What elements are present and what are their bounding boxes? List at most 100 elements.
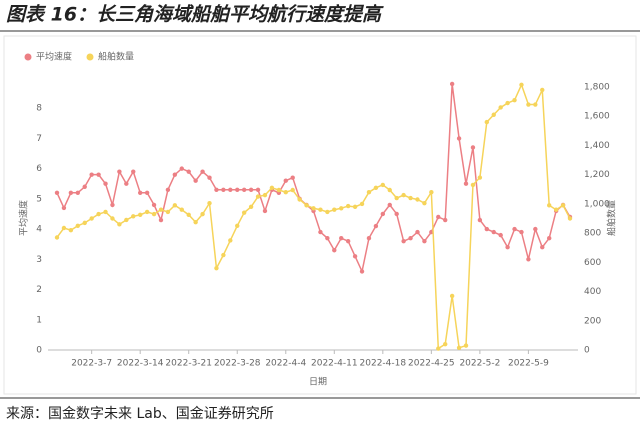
data-point: [394, 211, 399, 217]
y-tick-label: 6: [36, 164, 42, 174]
data-point: [373, 223, 379, 229]
data-point: [463, 343, 469, 348]
data-point: [283, 190, 288, 195]
data-point: [373, 185, 379, 191]
data-point: [228, 187, 233, 192]
x-axis-title: 日期: [309, 377, 327, 388]
legend-marker: [86, 53, 94, 61]
data-point: [103, 181, 108, 186]
data-point: [228, 238, 233, 243]
data-point: [248, 204, 254, 210]
data-point: [117, 169, 122, 174]
data-point: [422, 200, 427, 206]
y2-tick-label: 200: [584, 316, 601, 326]
data-point: [540, 87, 545, 93]
data-point: [345, 238, 351, 244]
y-tick-label: 1: [36, 315, 42, 325]
data-point: [124, 217, 129, 223]
data-point: [137, 190, 143, 196]
data-point: [172, 172, 178, 177]
data-point: [207, 175, 212, 180]
data-point: [214, 265, 219, 271]
data-point: [61, 225, 67, 231]
data-point: [394, 195, 399, 201]
data-point: [339, 235, 344, 241]
data-point: [449, 293, 455, 299]
data-point: [498, 232, 503, 238]
data-point: [491, 229, 496, 235]
data-point: [325, 209, 330, 215]
data-point: [512, 226, 517, 232]
data-point: [290, 187, 295, 193]
x-tick-label: 2022-3-21: [165, 359, 212, 369]
data-point: [75, 190, 80, 196]
data-point: [110, 202, 115, 208]
y2-axis-title: 船舶数量: [606, 200, 618, 236]
data-point: [519, 229, 524, 235]
data-point: [443, 341, 448, 347]
data-point: [144, 190, 150, 196]
y-tick-label: 3: [36, 255, 42, 265]
data-point: [318, 207, 323, 212]
data-point: [193, 178, 198, 183]
data-point: [505, 245, 510, 250]
data-point: [103, 209, 108, 215]
data-point: [82, 220, 87, 226]
data-point: [248, 187, 254, 192]
legend-label: 平均速度: [36, 51, 72, 63]
data-point: [61, 205, 67, 211]
data-point: [366, 235, 372, 241]
data-point: [484, 226, 490, 232]
data-point: [456, 136, 462, 141]
data-point: [352, 254, 358, 259]
data-point: [158, 207, 164, 212]
y-axis-title: 平均速度: [18, 200, 30, 236]
data-point: [131, 169, 136, 174]
data-point: [436, 214, 441, 220]
data-point: [68, 227, 74, 233]
data-point: [124, 181, 129, 186]
data-point: [241, 187, 247, 192]
data-point: [380, 182, 386, 188]
y2-tick-label: 600: [584, 258, 601, 268]
data-point: [352, 204, 358, 210]
data-point: [533, 102, 538, 107]
data-point: [505, 100, 510, 106]
data-point: [276, 187, 282, 193]
data-point: [332, 248, 337, 253]
x-tick-label: 2022-4-18: [360, 359, 407, 369]
x-tick-label: 2022-3-7: [71, 359, 112, 369]
source: 来源：国金数字未来 Lab、国金证券研究所: [6, 406, 274, 422]
data-point: [283, 178, 288, 183]
data-point: [311, 206, 316, 211]
data-point: [186, 212, 191, 218]
data-point: [366, 190, 372, 195]
data-point: [179, 166, 184, 171]
data-point: [255, 194, 261, 199]
x-tick-label: 2022-3-14: [117, 359, 164, 369]
data-point: [547, 235, 552, 241]
y-tick-label: 7: [36, 134, 42, 144]
data-point: [200, 211, 205, 217]
legend-marker: [24, 53, 32, 61]
y2-tick-label: 400: [584, 287, 601, 297]
data-point: [54, 235, 60, 240]
y2-tick-label: 800: [584, 229, 601, 239]
data-point: [75, 223, 80, 229]
data-point: [158, 217, 164, 223]
data-point: [470, 182, 476, 188]
data-point: [262, 192, 268, 198]
data-point: [553, 207, 559, 212]
data-point: [54, 190, 60, 196]
x-tick-label: 2022-4-4: [265, 359, 306, 369]
data-point: [401, 192, 406, 198]
data-point: [241, 210, 247, 215]
data-point: [408, 235, 413, 241]
data-point: [207, 200, 212, 206]
data-point: [429, 190, 434, 195]
data-point: [387, 202, 392, 208]
chart-frame: [3, 35, 637, 395]
data-point: [290, 175, 295, 180]
x-tick-label: 2022-5-9: [508, 359, 549, 369]
data-point: [415, 229, 420, 235]
